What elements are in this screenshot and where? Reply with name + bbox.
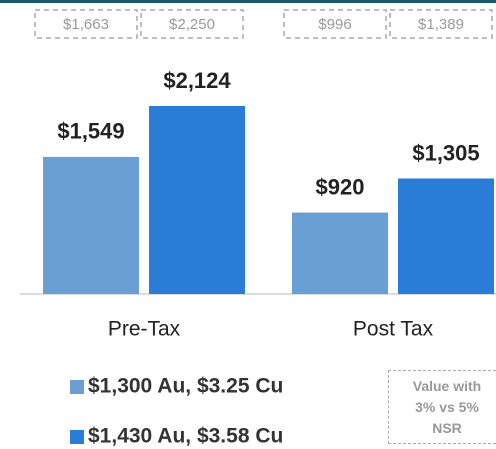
- bar: [149, 106, 245, 294]
- top-rule: [0, 0, 496, 3]
- alt-value-box: [34, 9, 138, 39]
- bar: [398, 178, 494, 294]
- data-label: $2,124: [163, 68, 231, 93]
- x-tick-label: Post Tax: [353, 318, 434, 341]
- data-label: $920: [316, 174, 365, 199]
- annotation-line: NSR: [432, 419, 462, 436]
- bar: [43, 156, 139, 294]
- annotation-line: 3% vs 5%: [415, 398, 479, 415]
- legend-swatch: [70, 380, 84, 394]
- alt-value-label: $1,663: [63, 16, 109, 33]
- legend-label: $1,300 Au, $3.25 Cu: [88, 375, 283, 398]
- alt-value-label: $2,250: [169, 16, 215, 33]
- legend-swatch: [70, 430, 84, 444]
- x-tick-label: Pre-Tax: [108, 318, 181, 341]
- data-label: $1,549: [57, 119, 124, 144]
- alt-value-box: [389, 9, 493, 39]
- legend-label: $1,430 Au, $3.58 Cu: [88, 425, 283, 448]
- alt-value-label: $996: [318, 16, 351, 33]
- data-label: $1,305: [412, 140, 479, 165]
- annotation-box: Value with 3% vs 5% NSR: [388, 370, 496, 444]
- alt-value-label: $1,389: [418, 16, 464, 33]
- bar: [292, 212, 388, 294]
- annotation-line: Value with: [412, 377, 482, 394]
- alt-value-box: [283, 9, 387, 39]
- alt-value-box: [140, 9, 244, 39]
